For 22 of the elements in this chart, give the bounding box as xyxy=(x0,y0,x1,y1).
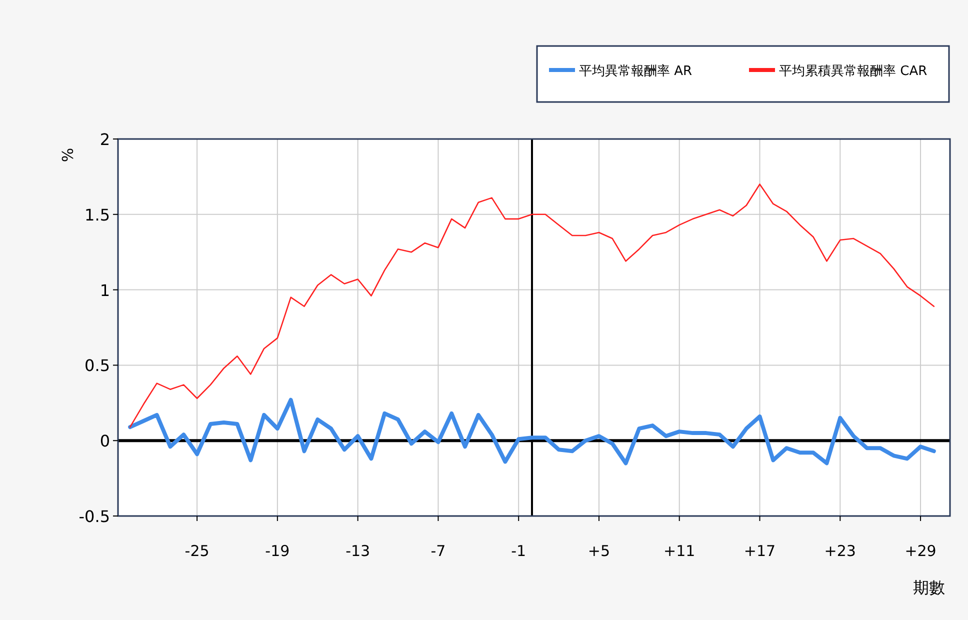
x-tick-label: +17 xyxy=(744,542,776,560)
x-tick-label: +23 xyxy=(824,542,856,560)
y-tick-label: 2 xyxy=(100,130,110,149)
legend-label: 平均累積異常報酬率 CAR xyxy=(779,63,928,79)
x-tick-label: -13 xyxy=(346,542,370,560)
y-tick-label: 0.5 xyxy=(84,356,110,376)
x-tick-label: -25 xyxy=(184,542,210,560)
y-tick-label: 0 xyxy=(100,432,110,451)
y-tick-label: 1.5 xyxy=(84,205,110,224)
x-tick-label: +5 xyxy=(588,542,610,560)
line-series xyxy=(129,184,935,428)
y-tick-label: 1 xyxy=(100,280,110,300)
x-tick-label: +11 xyxy=(664,542,696,560)
x-tick-label: -19 xyxy=(265,542,290,560)
y-axis-title: % xyxy=(58,148,76,162)
line-series xyxy=(128,398,936,466)
legend-label: 平均異常報酬率 AR xyxy=(579,63,692,79)
x-tick-label: -1 xyxy=(511,542,526,560)
x-axis-title: 期數 xyxy=(913,578,945,597)
x-tick-label: -7 xyxy=(430,542,446,560)
y-tick-label: -0.5 xyxy=(78,507,110,526)
x-tick-label: +29 xyxy=(904,542,936,560)
